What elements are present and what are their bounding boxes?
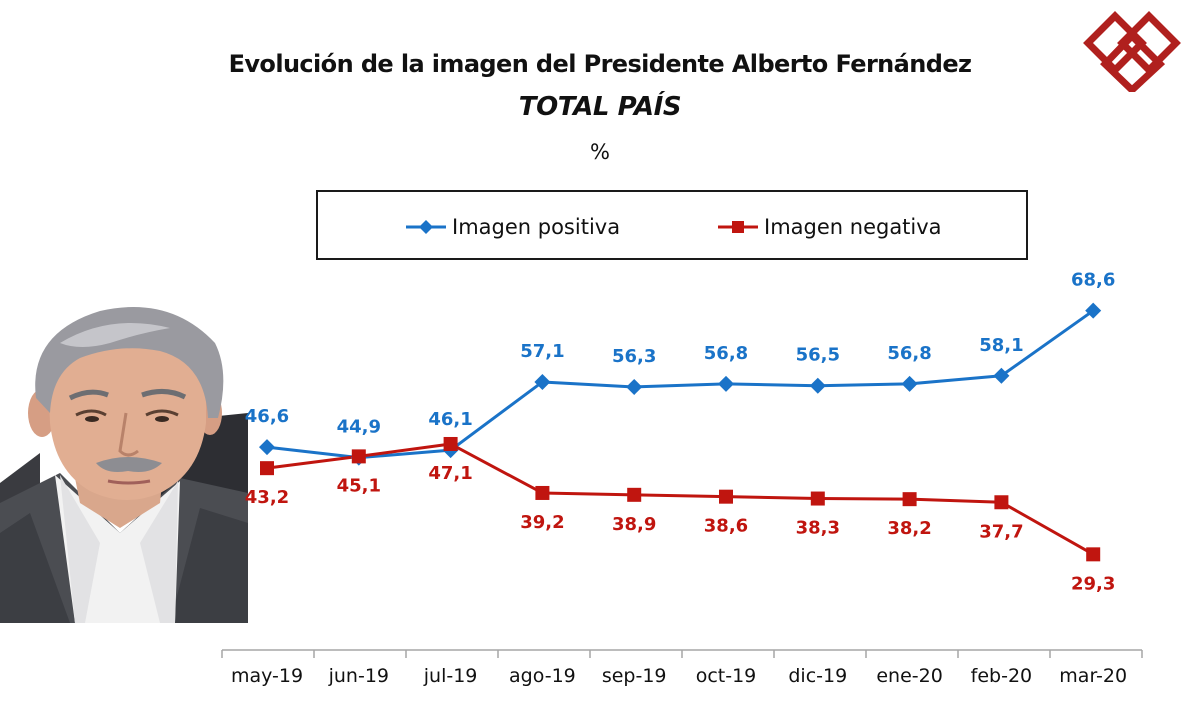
point-negative [902,492,917,507]
point-positive [534,373,551,390]
point-positive [718,375,734,392]
point-positive [901,375,918,392]
data-label-negative: 38,2 [887,518,931,539]
point-negative [1086,547,1101,562]
point-negative [719,489,733,504]
data-label-negative: 37,7 [979,521,1023,542]
data-label-positive: 46,6 [245,406,289,427]
unit-label: % [590,140,610,164]
legend-item-positive: Imagen positiva [406,213,620,241]
point-positive [809,377,826,394]
data-label-negative: 47,1 [428,463,472,484]
data-label-negative: 38,9 [612,514,656,535]
x-tick-label: mar-20 [1059,665,1127,687]
point-positive [1085,302,1102,319]
point-negative [351,449,366,464]
series-line-positive [266,309,1095,460]
x-tick-label: oct-19 [696,665,757,687]
data-label-positive: 57,1 [520,341,564,362]
legend-marker-negative [718,221,758,233]
chart-subtitle: TOTAL PAÍS [518,92,682,122]
data-label-positive: 56,3 [612,346,656,367]
data-label-negative: 38,3 [796,518,840,539]
x-tick-label: ene-20 [876,665,942,687]
data-label-positive: 44,9 [337,417,381,438]
data-label-negative: 29,3 [1071,573,1115,594]
point-negative [810,491,825,506]
data-label-negative: 38,6 [704,516,748,537]
legend-label-positive: Imagen positiva [452,215,621,239]
legend-item-negative: Imagen negativa [718,213,942,241]
x-tick-label: ago-19 [509,665,576,687]
data-label-negative: 45,1 [337,475,381,496]
x-tick-label: sep-19 [602,665,667,687]
series-line-negative [266,442,1094,556]
x-tick-label: jul-19 [423,665,478,687]
president-photo [0,303,248,623]
series-group [259,302,1102,562]
point-negative [627,487,642,502]
x-tick-label: dic-19 [788,665,847,687]
x-tick-label: may-19 [231,665,303,687]
chart-title: Evolución de la imagen del Presidente Al… [228,50,972,78]
point-negative [535,485,550,500]
data-labels: 46,6 44,9 46,1 57,1 56,3 56,8 56,5 56,8 58,1 68,6… [245,270,1116,595]
point-negative [994,495,1009,510]
x-axis: may-19 jun-19 jul-19 ago-19 sep-19 oct-19 dic-… [221,649,1143,687]
point-positive [259,439,275,456]
company-logo [1083,11,1181,92]
data-label-negative: 43,2 [245,487,289,508]
legend: Imagen positiva Imagen negativa [316,190,1028,260]
data-label-positive: 56,5 [796,345,840,366]
point-negative [443,436,458,451]
x-tick-label: feb-20 [971,665,1032,687]
data-label-positive: 56,8 [887,343,931,364]
x-tick-label: jun-19 [328,665,389,687]
point-negative [260,461,274,476]
data-label-positive: 58,1 [979,335,1023,356]
legend-label-negative: Imagen negativa [764,215,942,239]
data-label-positive: 46,1 [428,409,472,430]
legend-marker-positive [406,220,446,234]
data-label-negative: 39,2 [520,512,564,533]
point-positive [993,367,1010,384]
data-label-positive: 68,6 [1071,270,1115,291]
data-label-positive: 56,8 [704,343,748,364]
point-positive [626,378,643,395]
